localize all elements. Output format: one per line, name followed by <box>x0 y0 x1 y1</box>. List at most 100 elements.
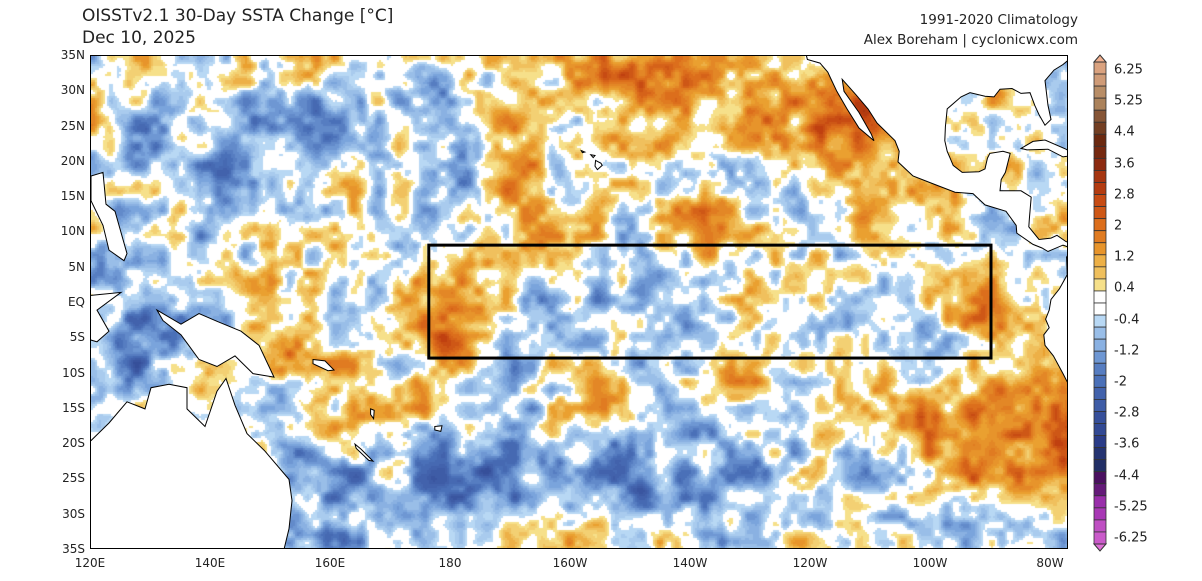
colorbar-swatch <box>1093 471 1107 485</box>
land-cuba <box>1019 139 1067 158</box>
colorbar-swatch <box>1093 374 1107 388</box>
lat-tick-label: 10N <box>60 224 85 239</box>
colorbar-swatch <box>1093 483 1107 497</box>
colorbar-swatch <box>1093 133 1107 147</box>
chart-date: Dec 10, 2025 <box>82 28 197 48</box>
land-solomon-islands <box>312 358 336 372</box>
lat-tick-label: 20N <box>60 153 85 168</box>
colorbar-tick-label: -2 <box>1114 374 1127 390</box>
chart-title: OISSTv2.1 30-Day SSTA Change [°C] <box>82 6 394 26</box>
lat-tick-label: 25N <box>60 118 85 133</box>
colorbar-swatch <box>1093 254 1107 268</box>
climatology-label: 1991-2020 Climatology <box>919 12 1078 28</box>
highlight-box <box>427 243 993 360</box>
lat-tick-label: 35S <box>62 542 85 556</box>
colorbar-tick-label: -6.25 <box>1114 530 1148 546</box>
colorbar-swatch <box>1093 73 1107 87</box>
lat-tick-label: 5N <box>68 259 85 274</box>
credit-label: Alex Boreham | cyclonicwx.com <box>863 32 1078 48</box>
colorbar-swatch <box>1093 170 1107 183</box>
colorbar-swatch <box>1093 447 1107 461</box>
land-hawaii <box>594 159 603 171</box>
colorbar-swatch <box>1093 121 1107 135</box>
lat-tick-label: 30S <box>62 506 85 521</box>
colorbar-swatch <box>1093 290 1107 304</box>
lat-tick-label: 25S <box>62 471 85 486</box>
colorbar-swatch <box>1093 61 1107 75</box>
lon-tick-label: 160E <box>314 556 346 570</box>
lon-tick-label: 80W <box>1036 556 1064 570</box>
lon-tick-label: 180 <box>438 556 462 570</box>
colorbar-tick-label: 6.25 <box>1114 62 1143 78</box>
land-australia <box>91 377 293 548</box>
lon-tick-label: 140W <box>672 556 708 570</box>
colorbar-max-arrow <box>1092 54 1108 63</box>
land-sulawesi <box>91 291 123 343</box>
colorbar-tick-label: 3.6 <box>1114 156 1135 172</box>
colorbar-swatch <box>1093 423 1107 436</box>
lat-tick-label: 30N <box>60 83 85 98</box>
land-new-caledonia <box>354 442 375 462</box>
colorbar-swatch <box>1093 398 1107 412</box>
colorbar-swatch <box>1093 495 1107 509</box>
land-south-america <box>1043 255 1067 383</box>
colorbar-swatch <box>1093 362 1107 376</box>
colorbar-tick-label: -4.4 <box>1114 468 1140 484</box>
land-maui <box>589 154 596 159</box>
colorbar-swatch <box>1093 411 1107 424</box>
lat-tick-label: 35N <box>60 48 85 62</box>
lon-tick-label: 160W <box>552 556 588 570</box>
lat-tick-label: 20S <box>62 436 85 451</box>
land-fiji <box>434 425 443 433</box>
lon-tick-label: 120W <box>792 556 828 570</box>
colorbar-tick-label: 5.25 <box>1114 93 1143 109</box>
colorbar-swatch <box>1093 386 1107 400</box>
colorbar-swatch <box>1093 266 1107 280</box>
colorbar-swatch <box>1093 206 1107 220</box>
colorbar-swatch <box>1093 326 1107 340</box>
lat-tick-label: 15S <box>62 400 85 415</box>
colorbar-swatch <box>1093 242 1107 256</box>
colorbar-swatch <box>1093 218 1107 232</box>
colorbar-swatch <box>1093 145 1107 159</box>
land-north-america <box>805 56 1067 253</box>
land-philippines <box>91 171 128 262</box>
colorbar-tick-label: 1.2 <box>1114 249 1135 265</box>
colorbar-tick-label: -1.2 <box>1114 343 1140 359</box>
colorbar-swatch <box>1093 278 1107 292</box>
land-new-guinea <box>155 308 275 378</box>
colorbar <box>1092 54 1108 552</box>
colorbar-tick-label: 4.4 <box>1114 124 1135 140</box>
ssta-change-map <box>90 55 1068 549</box>
map-overlay <box>91 56 1067 548</box>
colorbar-swatch <box>1093 531 1107 545</box>
lon-tick-label: 140E <box>194 556 226 570</box>
colorbar-swatch <box>1093 338 1107 352</box>
land-oahu <box>580 149 587 154</box>
colorbar-swatch <box>1093 435 1107 448</box>
colorbar-swatch <box>1093 194 1107 208</box>
colorbar-tick-label: -3.6 <box>1114 436 1140 452</box>
colorbar-swatch <box>1093 230 1107 244</box>
colorbar-swatch <box>1093 182 1107 195</box>
colorbar-swatch <box>1093 350 1107 364</box>
colorbar-swatch <box>1093 109 1107 123</box>
colorbar-tick-label: -2.8 <box>1114 405 1140 421</box>
colorbar-tick-label: 0.4 <box>1114 280 1135 296</box>
colorbar-swatch <box>1093 459 1107 473</box>
colorbar-tick-label: -5.25 <box>1114 499 1148 515</box>
colorbar-tick-label: 2 <box>1114 218 1123 234</box>
colorbar-swatch <box>1093 97 1107 111</box>
lon-tick-label: 120E <box>74 556 106 570</box>
lon-tick-label: 100W <box>912 556 948 570</box>
colorbar-tick-label: -0.4 <box>1114 312 1140 328</box>
lat-tick-label: 10S <box>62 365 85 380</box>
colorbar-swatch <box>1093 519 1107 533</box>
colorbar-tick-label: 2.8 <box>1114 187 1135 203</box>
lat-tick-label: EQ <box>67 295 85 309</box>
colorbar-swatch <box>1093 302 1107 316</box>
lat-tick-label: 15N <box>60 189 85 204</box>
lat-tick-label: 5S <box>69 330 85 345</box>
colorbar-min-arrow <box>1092 543 1108 552</box>
colorbar-swatch <box>1093 85 1107 99</box>
